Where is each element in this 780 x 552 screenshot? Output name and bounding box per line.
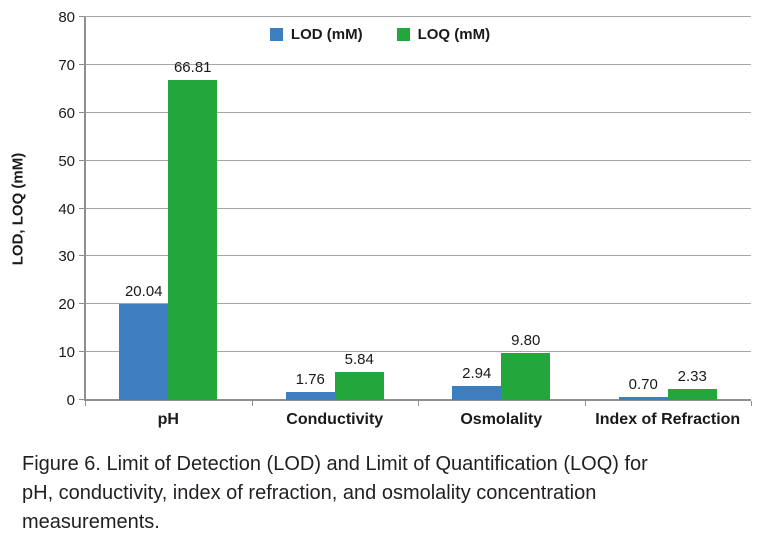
gridline-10	[85, 351, 751, 353]
category-label-1: Conductivity	[286, 411, 384, 428]
y-axis-line	[84, 17, 86, 400]
y-tick-label-0: 0	[66, 392, 75, 409]
gridline-60	[85, 111, 751, 113]
x-tick-0	[85, 401, 86, 406]
bar-value-label: 0.70	[628, 376, 658, 393]
category-label-2: Osmolality	[460, 411, 543, 428]
loq-swatch-icon	[396, 28, 410, 41]
gridline-50	[85, 159, 751, 161]
bar-lod-3	[618, 397, 668, 400]
x-tick-1	[251, 401, 253, 406]
bar-lod-0	[119, 304, 169, 400]
y-tick-label-10: 10	[58, 344, 75, 362]
bar-value-label: 1.76	[295, 371, 325, 388]
category-label-3: Index of Refraction	[595, 411, 741, 428]
y-tick-label-70: 70	[58, 56, 75, 74]
bar-lod-2	[452, 386, 502, 400]
bar-value-label: 2.94	[462, 365, 492, 382]
y-tick-50	[79, 159, 85, 161]
y-tick-label-60: 60	[58, 104, 75, 122]
y-tick-10	[79, 351, 85, 353]
bar-value-label: 9.80	[511, 332, 541, 349]
y-tick-0	[79, 399, 85, 400]
y-tick-label-20: 20	[58, 296, 75, 314]
x-tick-4	[751, 401, 752, 406]
y-tick-label-50: 50	[58, 152, 75, 170]
y-axis-title: LOD, LOQ (mM)	[9, 152, 27, 266]
chart-legend: LOD (mM) LOQ (mM)	[47, 26, 713, 43]
bar-lod-1	[285, 392, 335, 400]
bar-loq-1	[334, 372, 384, 400]
gridline-20	[85, 303, 751, 305]
gridline-40	[85, 207, 751, 209]
legend-label-loq: LOQ (mM)	[417, 26, 491, 43]
bar-chart: LOD, LOQ (mM) LOD (mM) LOQ (mM) 0 10 20 30 4…	[9, 9, 752, 428]
legend-label-lod: LOD (mM)	[290, 26, 363, 43]
gridline-30	[85, 255, 751, 257]
y-tick-60	[79, 111, 85, 113]
gridline-80	[85, 16, 751, 17]
y-tick-20	[79, 303, 85, 305]
category-label-0: pH	[157, 411, 179, 428]
bar-loq-2	[501, 353, 551, 400]
figure-caption: Figure 6. Limit of Detection (LOD) and L…	[22, 453, 648, 533]
y-tick-30	[79, 255, 85, 257]
x-tick-3	[584, 401, 586, 406]
y-tick-80	[79, 16, 85, 17]
bar-loq-3	[667, 389, 717, 400]
bar-value-label: 5.84	[344, 351, 374, 368]
bar-value-label: 2.33	[677, 368, 707, 385]
gridline-70	[85, 63, 751, 65]
x-tick-2	[418, 401, 419, 406]
y-tick-40	[79, 207, 85, 209]
y-tick-label-40: 40	[58, 200, 75, 218]
bar-value-label: 66.81	[173, 59, 212, 76]
y-tick-label-30: 30	[58, 248, 75, 266]
x-axis-line	[84, 399, 751, 401]
bar-value-label: 20.04	[124, 283, 163, 300]
lod-swatch-icon	[269, 28, 283, 41]
legend-item-lod: LOD (mM)	[269, 26, 363, 43]
legend-item-loq: LOQ (mM)	[396, 26, 491, 43]
y-tick-label-80: 80	[58, 9, 75, 26]
bar-loq-0	[168, 80, 218, 400]
y-tick-70	[79, 63, 85, 65]
